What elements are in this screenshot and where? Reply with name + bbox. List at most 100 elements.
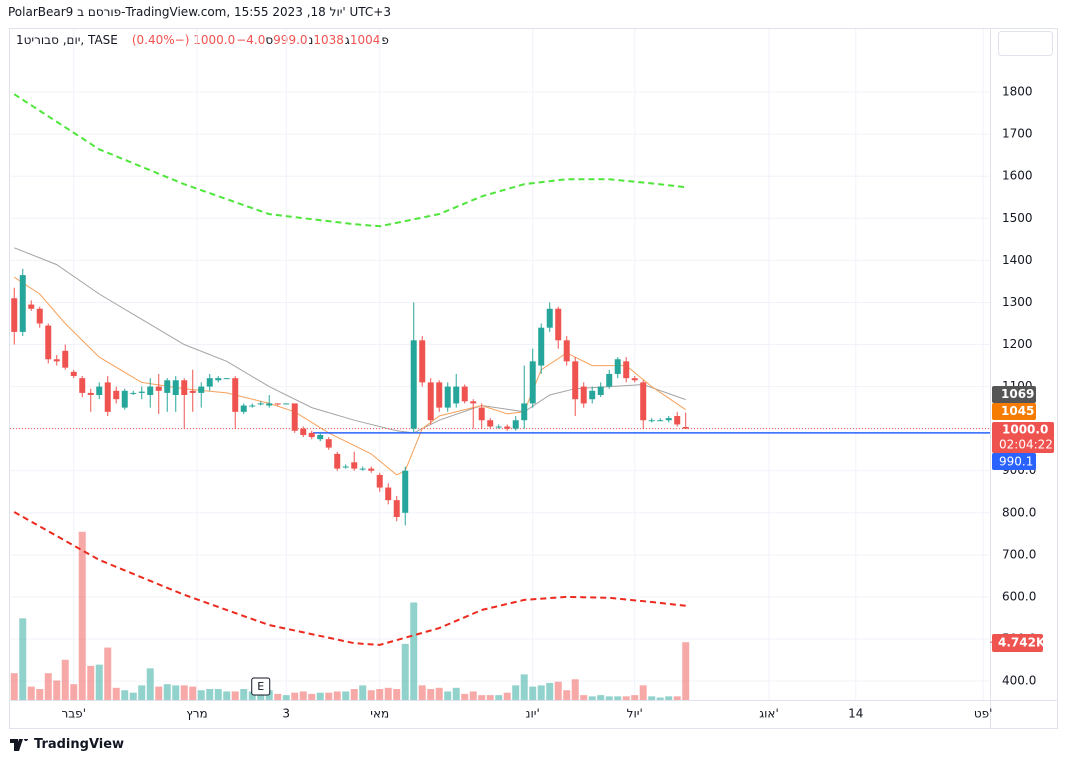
x-tick-label: מרץ	[186, 707, 207, 721]
volume-bar	[631, 695, 639, 700]
candle-body	[266, 403, 273, 406]
candle-body	[453, 386, 460, 404]
candle-body	[385, 487, 392, 501]
volume-bar	[19, 618, 27, 700]
volume-bar	[36, 689, 44, 700]
moving-average	[14, 247, 686, 434]
candle-body	[70, 371, 77, 377]
volume-bar	[61, 659, 69, 700]
volume-bar	[104, 647, 112, 700]
candle-body	[189, 390, 196, 393]
candle-body	[436, 382, 443, 408]
ma-badge-bg	[992, 403, 1036, 420]
volume-bar	[206, 689, 214, 700]
volume-bar	[503, 692, 511, 700]
volume-bar	[231, 691, 239, 700]
volume-bar	[410, 602, 418, 700]
candle-body	[79, 378, 86, 393]
candle-body	[470, 401, 477, 404]
candle-body	[538, 327, 545, 366]
legend-key: ג	[344, 33, 350, 47]
volume-bar	[291, 692, 299, 700]
volume-bar	[129, 692, 137, 700]
candle-body	[206, 378, 213, 387]
hline-badge: 990.1	[999, 455, 1033, 469]
volume-bar	[27, 686, 35, 700]
volume-bar	[588, 696, 596, 700]
volume-bar	[112, 687, 120, 700]
legend-value: 1004	[349, 33, 381, 47]
candle-body	[393, 500, 400, 517]
y-tick-label: 1200	[1002, 337, 1033, 351]
y-tick-label: 1600	[1002, 169, 1033, 183]
candle-body	[376, 474, 383, 488]
brand: TradingView	[34, 737, 125, 752]
volume-bar	[240, 689, 248, 700]
volume-bar	[418, 685, 426, 700]
countdown: 02:04:22	[999, 438, 1053, 452]
legend-key: פ	[381, 33, 389, 47]
candle-body	[308, 432, 315, 438]
candle-body	[138, 391, 145, 393]
candle-body	[36, 308, 43, 324]
candle-body	[291, 403, 298, 431]
volume-bar	[469, 691, 477, 700]
candle-body	[53, 359, 60, 362]
volume-bar	[597, 695, 605, 700]
candle-body	[198, 386, 205, 393]
y-tick-label: 1700	[1002, 127, 1033, 141]
candle-body	[512, 420, 519, 429]
volume-bar	[605, 696, 613, 700]
volume-bar	[359, 685, 367, 700]
candle-body	[623, 361, 630, 379]
chart-frame	[9, 28, 1058, 729]
volume-bar	[435, 687, 443, 700]
volume-bar	[512, 685, 520, 700]
volume-bar	[53, 680, 61, 700]
volume-bar	[95, 664, 103, 700]
event-label: E	[257, 680, 264, 693]
price-badge-bg	[992, 422, 1054, 453]
y-tick-label: 600.0	[1002, 589, 1036, 603]
legend-value: 999.0	[273, 33, 308, 47]
volume-bar	[325, 692, 333, 700]
candle-body	[648, 420, 655, 422]
volume-bar	[248, 691, 256, 700]
top-right-box	[998, 31, 1053, 56]
candle-body	[674, 416, 681, 425]
volume-bar	[461, 693, 469, 700]
volume-bar	[427, 689, 435, 700]
candle-body	[240, 405, 247, 412]
y-tick-label: 1300	[1002, 295, 1033, 309]
candle-body	[155, 386, 162, 391]
legend-key: ס	[265, 33, 274, 47]
volume-bar	[580, 695, 588, 700]
volume-bar	[622, 696, 630, 700]
candle-body	[580, 386, 587, 404]
event-marker	[251, 677, 271, 696]
volume-bar	[257, 692, 265, 700]
x-tick-label: יול'	[627, 707, 643, 721]
volume-bar	[146, 668, 154, 700]
price-badge: 1000.0	[1002, 423, 1048, 437]
legend: 1יום, סבוריט, TASE פ1004ג1038נ999.0ס 1000.…	[16, 33, 389, 47]
volume-bar	[180, 685, 188, 700]
y-tick-label: 700.0	[1002, 547, 1036, 561]
volume-bar	[520, 674, 528, 700]
candle-body	[521, 403, 528, 421]
candle-body	[529, 361, 536, 404]
candle-body	[181, 380, 188, 395]
legend-change: −4.0 (−0.40%)	[131, 33, 266, 47]
candle-body	[546, 308, 553, 328]
volume-bar	[316, 692, 324, 700]
candle-body	[504, 426, 511, 429]
y-tick-label: 1800	[1002, 85, 1033, 99]
candle-body	[45, 325, 52, 360]
candle-body	[555, 308, 562, 341]
volume-bar	[639, 685, 647, 700]
volume-bar	[614, 696, 622, 700]
volume-bar	[10, 673, 18, 700]
volume-bar	[342, 691, 350, 700]
candle-body	[130, 392, 137, 394]
candle-body	[300, 428, 307, 435]
